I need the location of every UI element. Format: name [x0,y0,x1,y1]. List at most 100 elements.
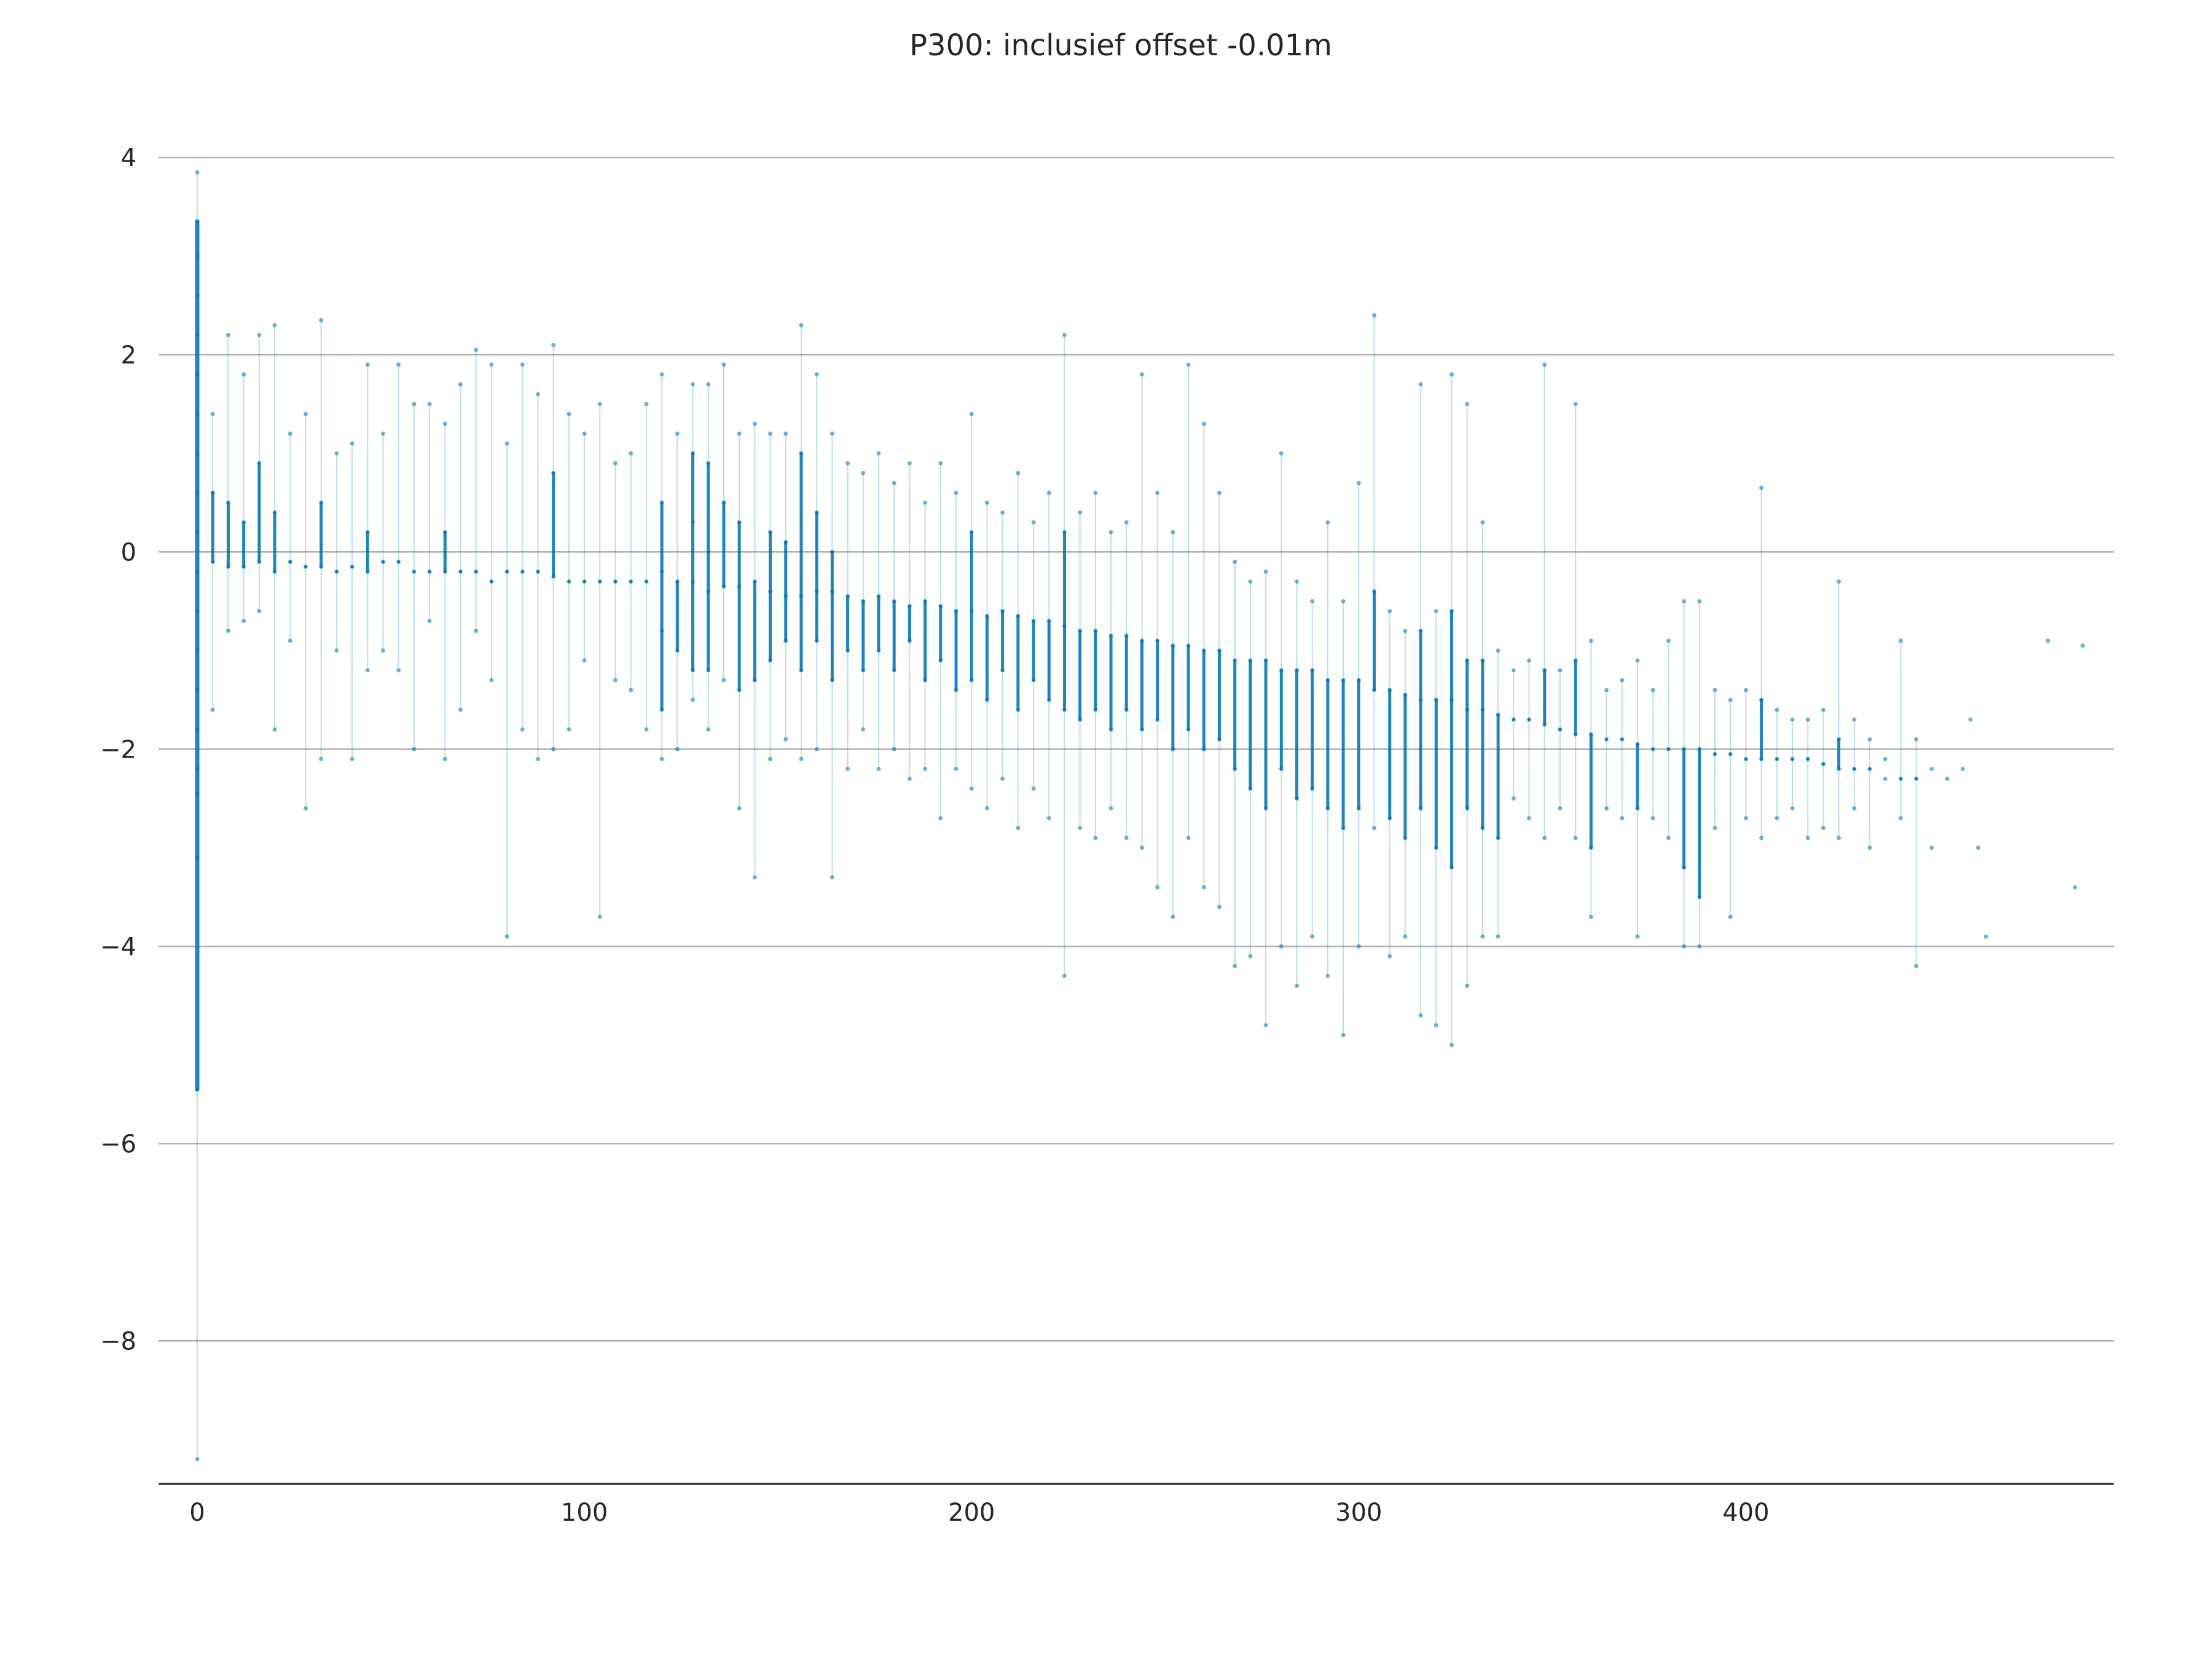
data-point [1078,629,1083,633]
data-point [195,1457,200,1462]
data-point [195,569,200,574]
data-point [241,619,246,624]
data-point [1527,717,1532,722]
x-tick-label: 400 [1722,1499,1769,1527]
data-point [504,569,509,574]
data-point [1124,633,1129,638]
data-point [907,776,912,781]
data-point [1171,643,1175,648]
data-point [1496,712,1500,717]
data-point [334,569,339,574]
data-point [520,569,525,574]
data-point [938,461,943,466]
data-point [2045,638,2050,643]
data-point [272,323,277,327]
data-point [520,727,525,732]
data-point [1852,766,1857,771]
data-point [195,855,200,860]
data-point [1945,776,1950,781]
data-point [1108,727,1113,732]
data-point [1217,737,1222,742]
data-point [288,431,292,436]
data-point [1650,816,1655,821]
data-point [613,678,618,683]
data-point [691,451,696,456]
data-point [1418,382,1423,386]
data-point [1983,934,1988,939]
data-point [303,564,308,569]
data-point [783,638,788,643]
data-point [1108,633,1113,638]
data-point [1449,609,1454,614]
data-point [1635,934,1640,939]
data-point [458,382,463,386]
data-point [1000,609,1005,614]
data-point [1805,756,1810,761]
data-point [1171,747,1175,751]
data-point [799,451,804,456]
data-point [1588,845,1593,850]
data-point [1155,638,1160,643]
chart-title: P300: inclusief offset -0.01m [909,28,1332,63]
data-point [1542,836,1547,841]
data-point [597,579,602,584]
data-point [551,747,556,751]
data-point [768,756,773,761]
data-point [582,658,587,663]
data-point [1666,638,1671,643]
data-point [613,461,618,466]
data-point [303,412,308,417]
data-point [1418,806,1423,811]
data-point [1697,747,1702,751]
data-point [1635,658,1640,663]
data-point [2073,885,2077,890]
data-point [241,564,246,569]
data-point [706,461,711,466]
data-point [350,756,355,761]
data-point [1387,688,1392,692]
data-point [799,323,804,327]
data-point [396,668,401,673]
data-point [1682,865,1687,870]
data-point [1263,658,1268,663]
data-point [1093,836,1098,841]
data-point [876,648,881,653]
data-point [1201,885,1206,890]
data-point [1155,717,1160,722]
data-point [1620,816,1625,821]
data-point [1279,944,1284,949]
data-point [334,451,339,456]
data-point [1201,747,1206,751]
data-point [1573,658,1578,663]
data-point [1263,806,1268,811]
data-point [659,500,664,505]
data-point [1171,914,1175,919]
data-point [892,668,896,673]
data-point [1248,579,1253,584]
data-point [257,461,262,466]
data-point [1031,678,1036,683]
data-point [1062,973,1067,978]
data-point [1914,776,1919,781]
data-point [706,668,711,673]
data-point [1775,756,1779,761]
data-point [1078,717,1083,722]
data-point [845,648,850,653]
data-point [1650,747,1655,751]
data-point [1449,697,1454,702]
data-point [1898,816,1903,821]
data-point [892,747,896,751]
data-point [721,500,726,505]
data-point [752,678,757,683]
data-point [241,372,246,377]
data-point [1078,826,1083,831]
data-point [1341,678,1346,683]
data-point [1805,836,1810,841]
data-point [489,579,494,584]
data-point [675,579,680,584]
x-tick-label: 100 [561,1499,608,1527]
data-point [2081,643,2085,648]
data-point [706,382,711,386]
data-point [1062,530,1067,535]
data-point [1650,688,1655,692]
